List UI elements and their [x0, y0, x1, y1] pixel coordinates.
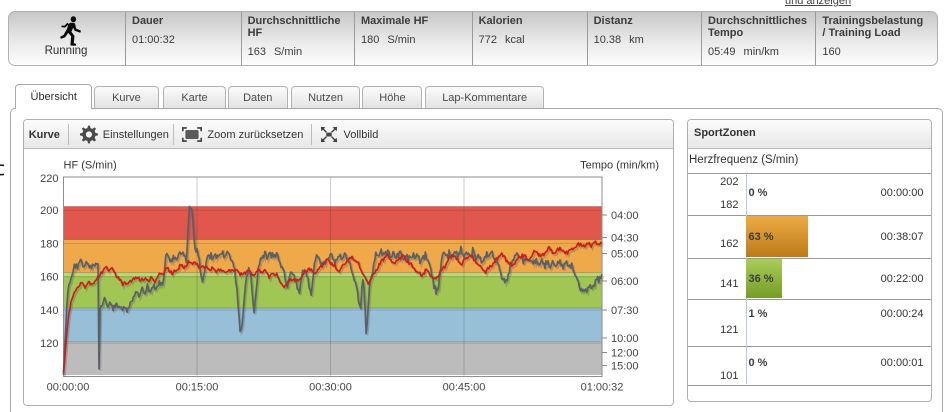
svg-text:00:30:00: 00:30:00 — [309, 382, 352, 394]
svg-text:04:00: 04:00 — [611, 210, 639, 222]
svg-text:12:00: 12:00 — [611, 347, 639, 359]
svg-text:220: 220 — [40, 173, 58, 185]
svg-text:Tempo (min/km): Tempo (min/km) — [580, 160, 659, 172]
svg-text:140: 140 — [40, 305, 58, 317]
svg-text:00:45:00: 00:45:00 — [443, 382, 486, 394]
svg-text:200: 200 — [40, 205, 58, 217]
svg-text:00:15:00: 00:15:00 — [176, 382, 219, 394]
svg-text:15:00: 15:00 — [611, 360, 639, 372]
svg-text:06:00: 06:00 — [611, 276, 639, 288]
svg-text:160: 160 — [40, 272, 58, 284]
svg-text:01:00:32: 01:00:32 — [581, 382, 624, 394]
svg-text:05:00: 05:00 — [611, 248, 639, 260]
svg-text:07:30: 07:30 — [611, 305, 639, 317]
svg-text:04:30: 04:30 — [611, 232, 639, 244]
svg-text:10:00: 10:00 — [611, 333, 639, 345]
svg-text:120: 120 — [40, 338, 58, 350]
svg-text:180: 180 — [40, 238, 58, 250]
svg-text:HF (S/min): HF (S/min) — [64, 160, 117, 172]
svg-text:00:00:00: 00:00:00 — [47, 382, 90, 394]
